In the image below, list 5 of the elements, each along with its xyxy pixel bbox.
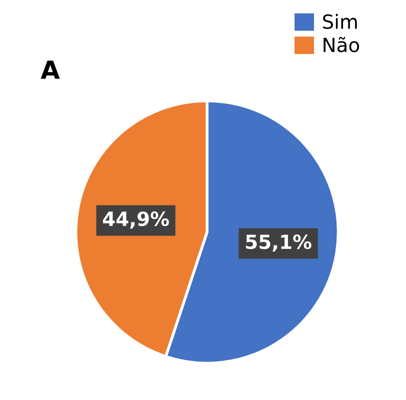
legend-label: Não [324, 36, 360, 52]
data-label: 55,1% [246, 234, 312, 252]
legend-label: Sim [323, 14, 357, 29]
data-label: 44,9% [102, 211, 169, 229]
text: A [40, 60, 60, 79]
